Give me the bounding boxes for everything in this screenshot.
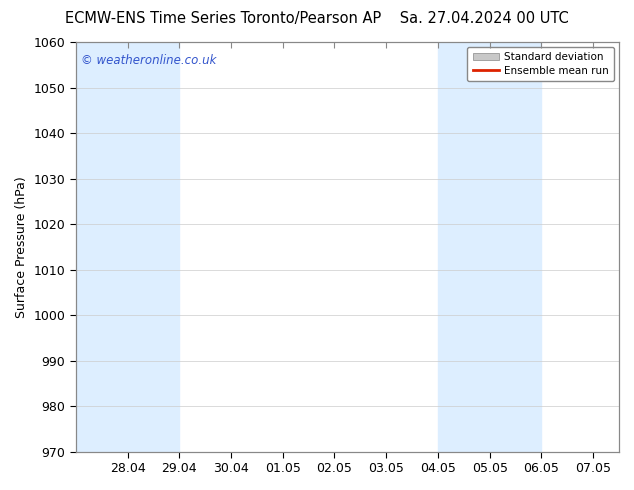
Bar xyxy=(438,42,541,452)
Text: © weatheronline.co.uk: © weatheronline.co.uk xyxy=(81,54,217,67)
Text: ECMW-ENS Time Series Toronto/Pearson AP    Sa. 27.04.2024 00 UTC: ECMW-ENS Time Series Toronto/Pearson AP … xyxy=(65,11,569,26)
Legend: Standard deviation, Ensemble mean run: Standard deviation, Ensemble mean run xyxy=(467,47,614,81)
Bar xyxy=(76,42,179,452)
Y-axis label: Surface Pressure (hPa): Surface Pressure (hPa) xyxy=(15,176,28,318)
